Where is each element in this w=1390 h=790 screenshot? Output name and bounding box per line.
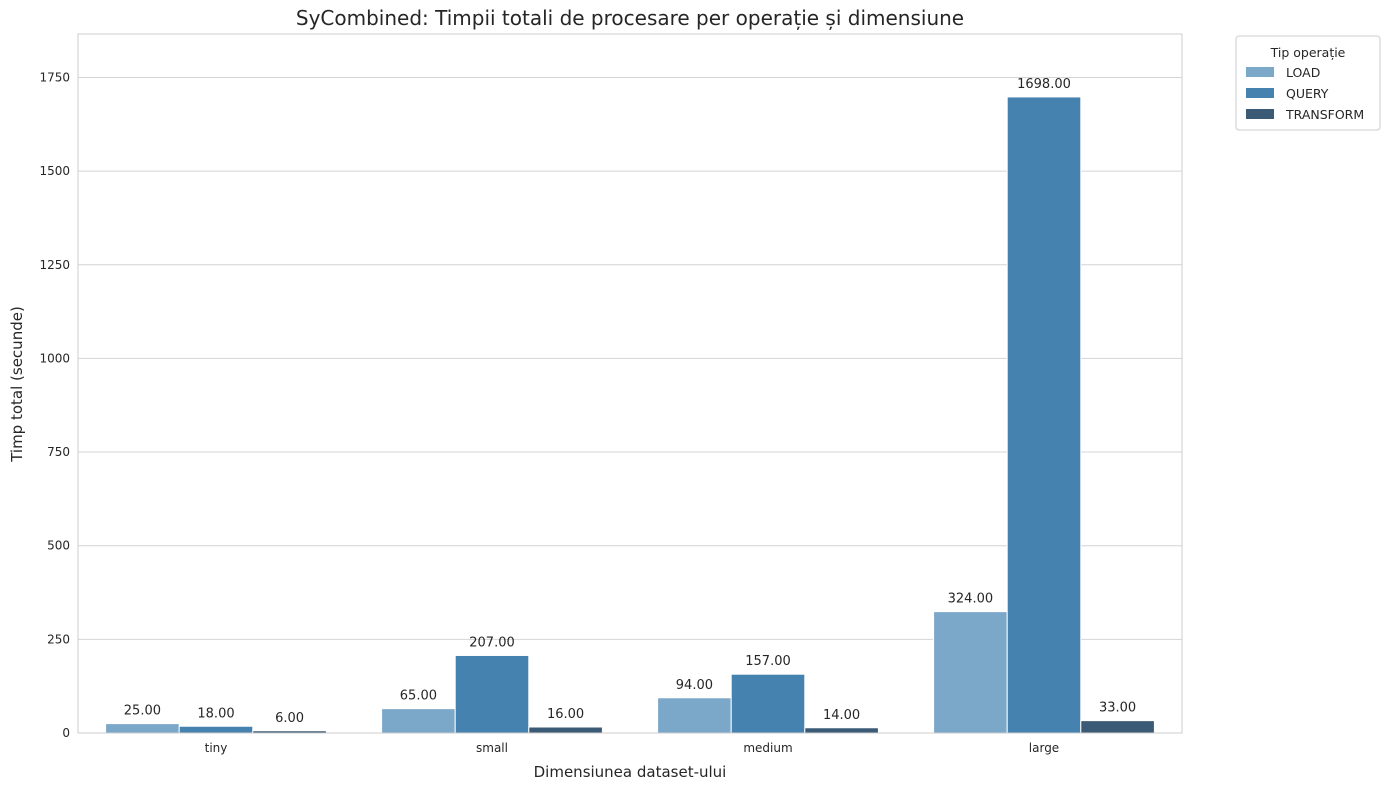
- bar-query-small: [454, 654, 530, 734]
- plot-frame: [77, 33, 1183, 734]
- bar-value-label: 33.00: [1099, 701, 1136, 716]
- bar-query-large: [1006, 96, 1082, 734]
- y-axis-title: Timp total (secunde): [8, 306, 26, 463]
- bar-value-label: 16.00: [547, 707, 584, 722]
- y-tick-label: 750: [47, 445, 70, 459]
- bar-value-label: 14.00: [823, 708, 860, 723]
- legend-label-load: LOAD: [1286, 65, 1320, 80]
- bar-transform-large: [1080, 720, 1155, 734]
- bar-transform-medium: [804, 727, 879, 734]
- y-tick-label: 250: [47, 632, 70, 646]
- bar-query-medium: [730, 673, 806, 734]
- y-tick-label: 1250: [39, 258, 70, 272]
- legend-title: Tip operație: [1270, 45, 1346, 60]
- bars: [105, 96, 1155, 734]
- x-tick-label: tiny: [205, 741, 228, 755]
- bar-value-label: 18.00: [197, 706, 234, 721]
- bar-value-label: 1698.00: [1017, 77, 1071, 92]
- bar-value-label: 94.00: [676, 678, 713, 693]
- bar-value-label: 25.00: [124, 704, 161, 719]
- x-tick-label: large: [1029, 741, 1059, 755]
- bar-load-small: [381, 708, 456, 734]
- x-tick-label: medium: [743, 741, 792, 755]
- bar-load-tiny: [105, 723, 180, 734]
- bar-load-large: [933, 611, 1008, 734]
- x-tick-label: small: [476, 741, 508, 755]
- bar-value-label: 157.00: [745, 654, 791, 669]
- y-tick-label: 500: [47, 539, 70, 553]
- legend-swatch-load: [1246, 67, 1274, 77]
- bar-value-label: 65.00: [400, 689, 437, 704]
- y-tick-label: 0: [62, 726, 70, 740]
- y-tick-label: 1500: [39, 164, 70, 178]
- legend-box: [1235, 35, 1381, 131]
- bar-value-label: 207.00: [469, 635, 515, 650]
- y-tick-label: 1750: [39, 70, 70, 84]
- legend-label-query: QUERY: [1286, 86, 1329, 101]
- gridlines: [78, 76, 1182, 734]
- bar-value-label: 6.00: [275, 711, 304, 726]
- legend: Tip operație LOAD QUERY TRANSFORM: [1235, 35, 1381, 131]
- x-axis-title: Dimensiunea dataset-ului: [534, 763, 727, 781]
- y-tick-label: 1000: [39, 351, 70, 365]
- bar-transform-small: [528, 726, 603, 734]
- x-axis: tiny small medium large: [205, 741, 1060, 755]
- legend-swatch-transform: [1246, 109, 1274, 119]
- bar-query-tiny: [178, 725, 254, 734]
- bar-value-label: 324.00: [948, 592, 994, 607]
- bar-value-labels: 25.00 18.00 6.00 65.00 207.00 16.00 94.00 157.0…: [124, 77, 1136, 726]
- y-axis: 0 250 500 750 1000 1250 1500 1750: [39, 70, 70, 740]
- legend-swatch-query: [1246, 88, 1274, 98]
- legend-label-transform: TRANSFORM: [1285, 107, 1364, 122]
- bar-load-medium: [657, 697, 732, 734]
- chart-title: SyCombined: Timpii totali de procesare p…: [296, 6, 964, 30]
